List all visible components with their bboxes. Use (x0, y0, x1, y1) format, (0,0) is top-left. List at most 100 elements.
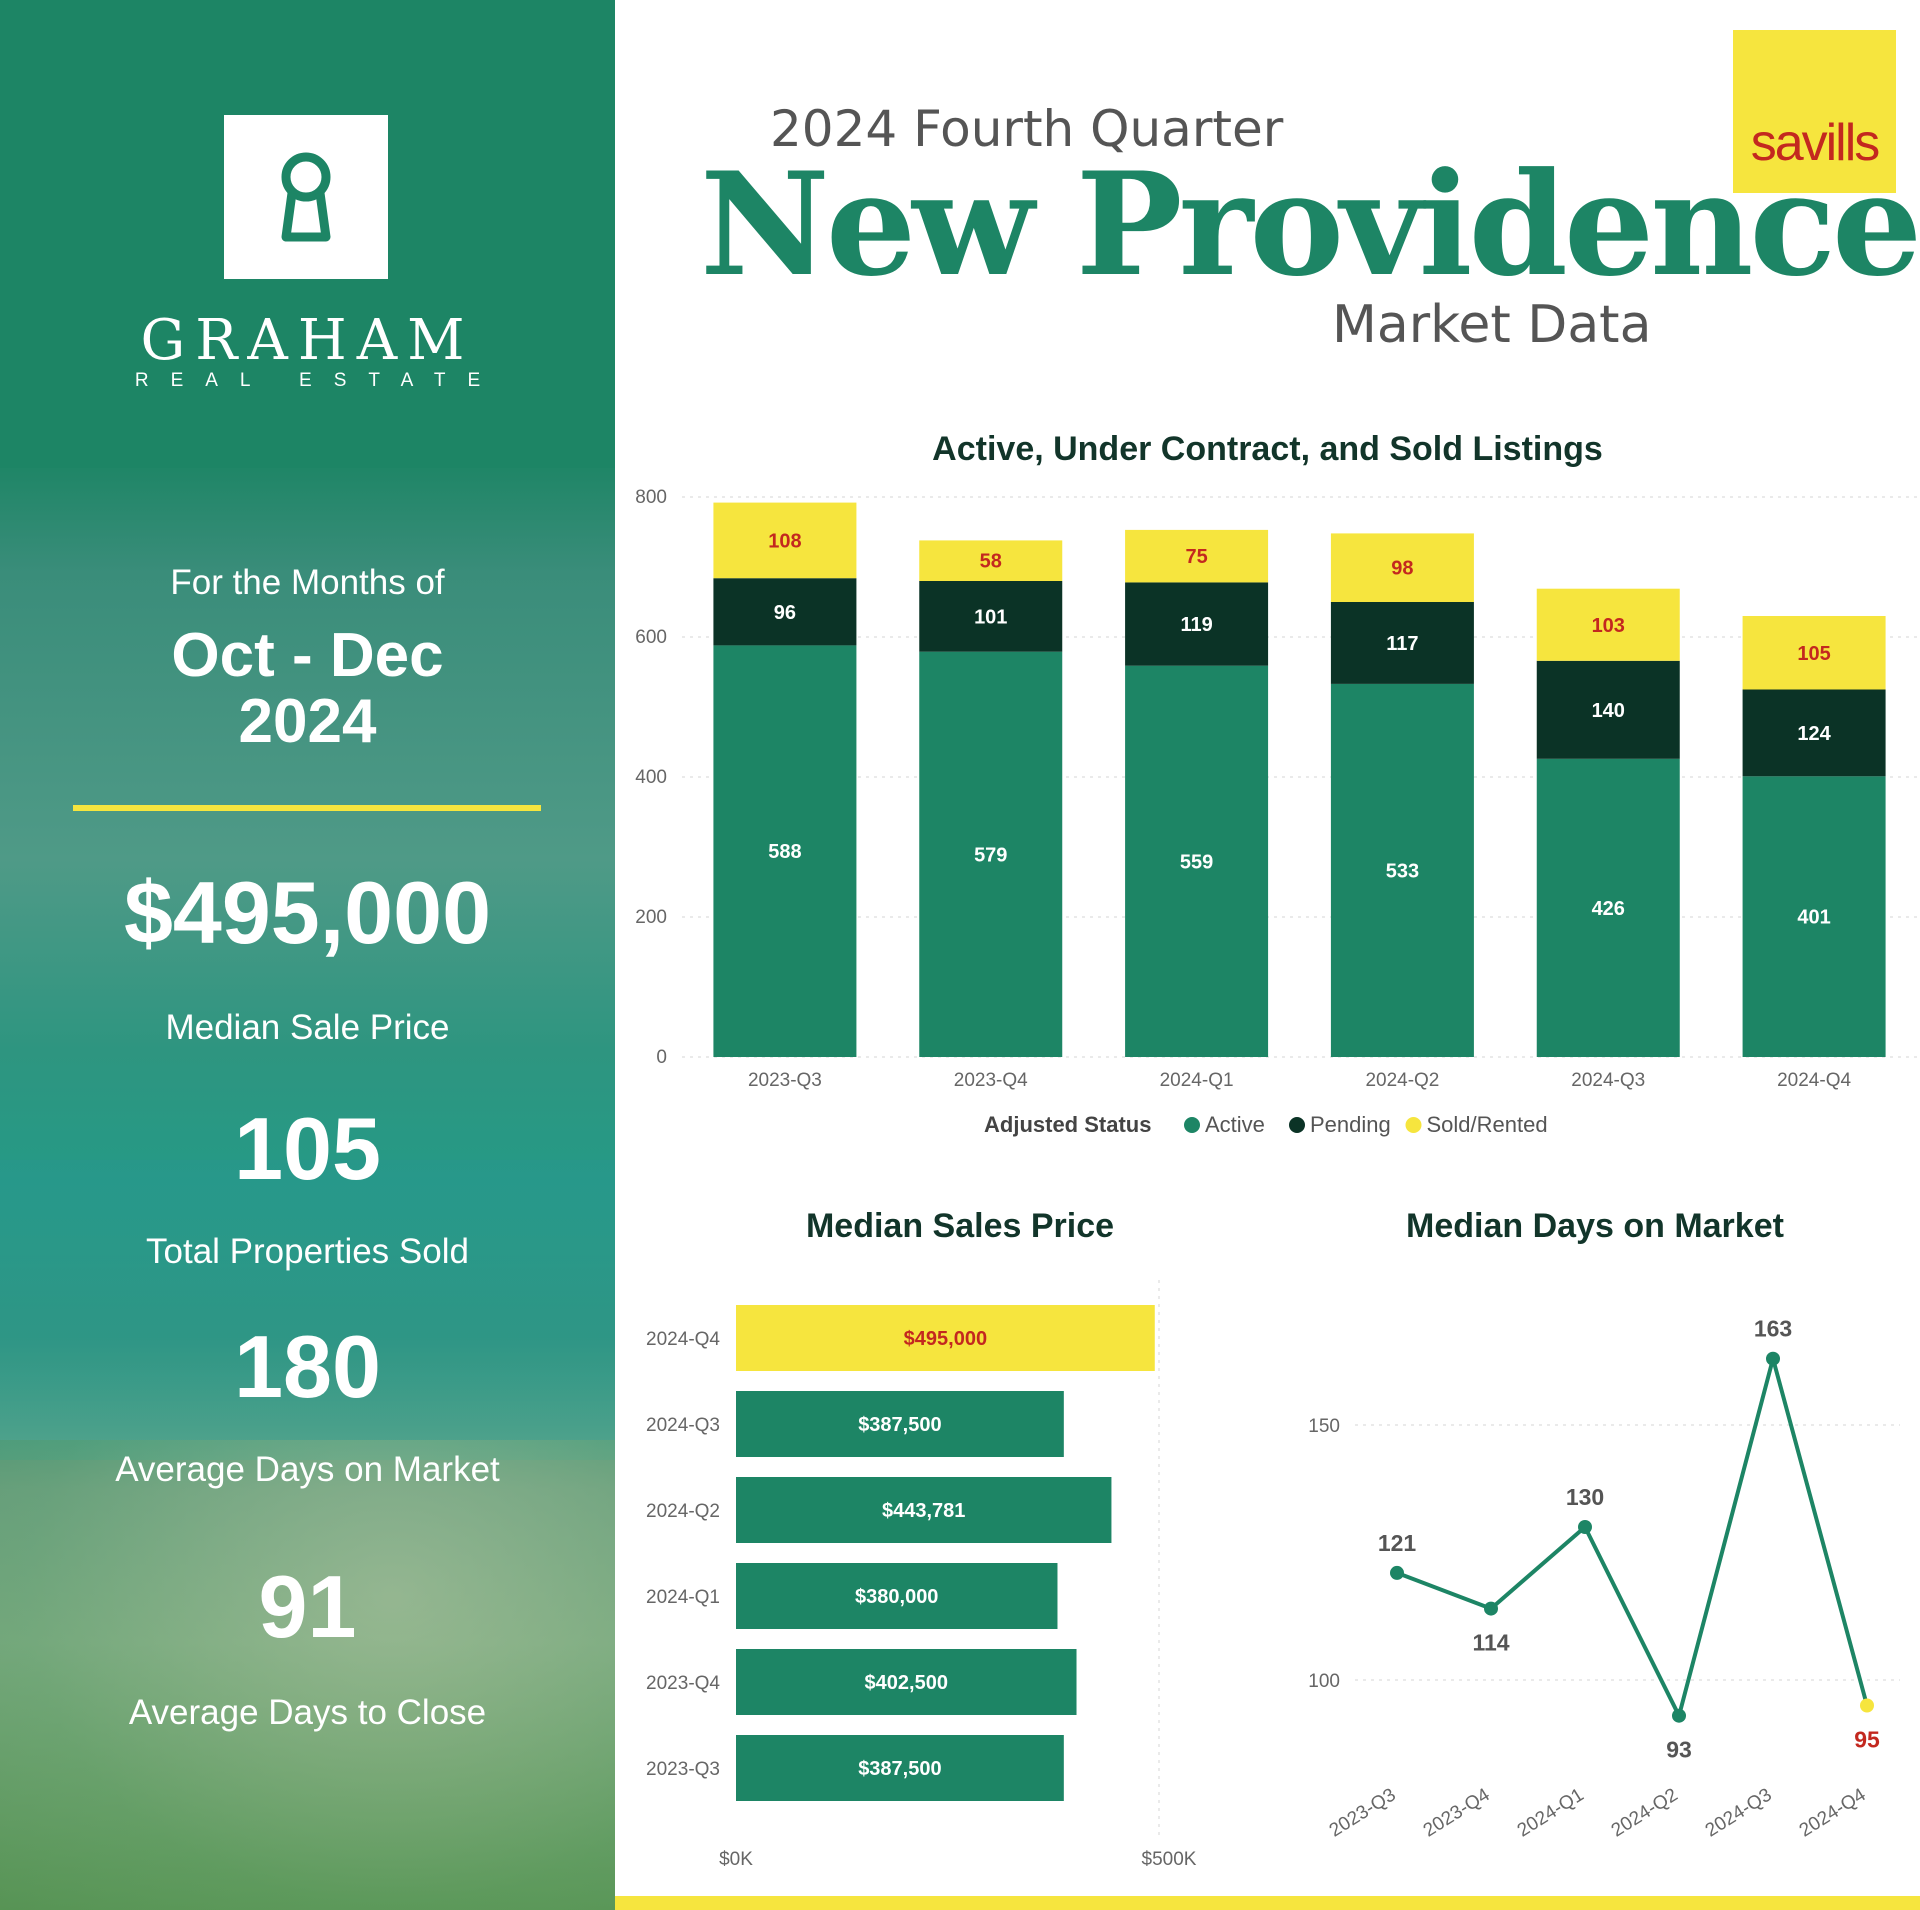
legend-marker (1184, 1117, 1200, 1133)
bar-segment-pending (713, 578, 857, 646)
series-line (1396, 1356, 1869, 1718)
data-label: 140 (1592, 700, 1625, 722)
x-tick-label: 2024-Q2 (1608, 1784, 1682, 1841)
bar-segment-pending (919, 581, 1063, 652)
listings-stacked-bar-chart: 0 200 400 600 800 588 96 108 2023-Q3 579 101 58 2023… (635, 487, 1917, 1137)
data-label: 93 (1666, 1737, 1692, 1763)
avg-days-close-value: 91 (258, 1557, 357, 1656)
data-label: 101 (974, 606, 1007, 628)
data-label: 124 (1797, 723, 1831, 745)
data-point (1672, 1708, 1686, 1723)
avg-days-market-label: Average Days on Market (115, 1450, 500, 1489)
price-bar (736, 1477, 1112, 1543)
page-subtitle: Market Data (1332, 295, 1652, 355)
summary-panel: GRAHAM REAL ESTATE For the Months of Oct… (0, 0, 615, 1910)
x-tick-label: 2024-Q3 (1571, 1070, 1645, 1091)
y-tick-label: 2024-Q3 (646, 1415, 720, 1436)
legend-label: Pending (1310, 1112, 1391, 1137)
savills-logo: savills (1733, 30, 1896, 193)
bar-segment-soldrented (919, 540, 1063, 581)
y-tick-label: 2024-Q2 (646, 1501, 720, 1522)
bar-segment-active (1330, 683, 1474, 1057)
data-label: 105 (1797, 643, 1830, 665)
data-point (1484, 1601, 1498, 1616)
price-bar (736, 1391, 1064, 1457)
data-label: $380,000 (855, 1586, 938, 1608)
y-tick-label: 2023-Q3 (646, 1759, 720, 1780)
properties-sold-value: 105 (234, 1099, 381, 1198)
data-label: 96 (774, 602, 796, 624)
data-label: $387,500 (858, 1758, 941, 1780)
data-label: 75 (1185, 546, 1207, 568)
x-tick-label: 2024-Q4 (1777, 1070, 1851, 1091)
x-tick-label: $0K (719, 1849, 753, 1870)
y-tick-label: 100 (1308, 1671, 1340, 1692)
data-label: 559 (1180, 851, 1213, 873)
median-price-label: Median Sale Price (165, 1008, 450, 1047)
avg-days-market-value: 180 (234, 1317, 381, 1416)
y-tick-label: 800 (635, 487, 667, 508)
brand-name: GRAHAM (140, 308, 475, 373)
data-label: $387,500 (858, 1414, 941, 1436)
divider (73, 805, 541, 811)
bar-segment-active (713, 645, 857, 1057)
data-label: 401 (1797, 907, 1830, 929)
properties-sold-label: Total Properties Sold (146, 1232, 469, 1271)
data-label: 588 (768, 841, 801, 863)
data-label: 95 (1854, 1727, 1880, 1753)
period-label: For the Months of (170, 563, 445, 602)
bottom-accent-bar (615, 1896, 1920, 1910)
savills-logo-text: savills (1750, 114, 1881, 172)
y-tick-label: 0 (656, 1047, 667, 1068)
legend-label: Sold/Rented (1427, 1112, 1548, 1137)
data-label: 121 (1378, 1530, 1417, 1556)
data-label: $443,781 (882, 1500, 965, 1522)
listings-chart-title: Active, Under Contract, and Sold Listing… (932, 430, 1603, 468)
x-tick-label: 2024-Q1 (1160, 1070, 1234, 1091)
data-point (1390, 1565, 1404, 1580)
report-quarter: 2024 Fourth Quarter (770, 100, 1284, 158)
price-bar (736, 1735, 1064, 1801)
legend-marker (1289, 1117, 1305, 1133)
data-label: 163 (1754, 1316, 1792, 1342)
graham-logo-icon (224, 115, 388, 279)
data-label: 108 (768, 530, 801, 552)
price-chart-title: Median Sales Price (805, 1207, 1115, 1245)
x-tick-label: 2023-Q4 (1420, 1784, 1494, 1841)
data-label: 114 (1472, 1630, 1509, 1656)
data-label: 533 (1386, 860, 1419, 882)
beach-photo-area (0, 1440, 615, 1910)
legend-marker (1405, 1117, 1422, 1133)
bar-segment-active (919, 651, 1063, 1057)
y-tick-label: 600 (635, 627, 667, 648)
bar-segment-pending (1536, 660, 1680, 759)
y-tick-label: 2023-Q4 (646, 1673, 720, 1694)
bar-segment-active (1125, 665, 1269, 1057)
data-label: $495,000 (904, 1328, 987, 1350)
bar-segment-active (1742, 776, 1886, 1057)
data-label: 579 (974, 844, 1007, 866)
data-point (1860, 1698, 1874, 1713)
data-label: 117 (1386, 633, 1418, 655)
data-label: 119 (1180, 614, 1212, 636)
bar-segment-soldrented (1330, 533, 1474, 602)
x-tick-label: 2024-Q4 (1796, 1784, 1870, 1841)
data-label: 98 (1391, 558, 1413, 580)
page-title: New Providence (700, 142, 1920, 308)
bar-segment-soldrented (713, 502, 857, 579)
brand-tagline: REAL ESTATE (134, 370, 503, 391)
data-label: 130 (1566, 1484, 1604, 1510)
period-range: Oct - Dec (171, 621, 444, 690)
data-label: 58 (980, 551, 1002, 573)
x-tick-label: 2023-Q3 (1326, 1784, 1400, 1841)
bar-segment-pending (1330, 602, 1474, 684)
x-tick-label: 2024-Q1 (1514, 1784, 1588, 1841)
y-tick-label: 400 (635, 767, 667, 788)
sea-photo-band (0, 1160, 615, 1460)
dom-chart-title: Median Days on Market (1406, 1207, 1784, 1245)
bar-segment-pending (1742, 689, 1886, 777)
legend-title: Adjusted Status (984, 1112, 1151, 1137)
data-point (1766, 1351, 1780, 1366)
y-tick-label: 150 (1308, 1416, 1340, 1437)
bar-segment-soldrented (1125, 529, 1269, 583)
